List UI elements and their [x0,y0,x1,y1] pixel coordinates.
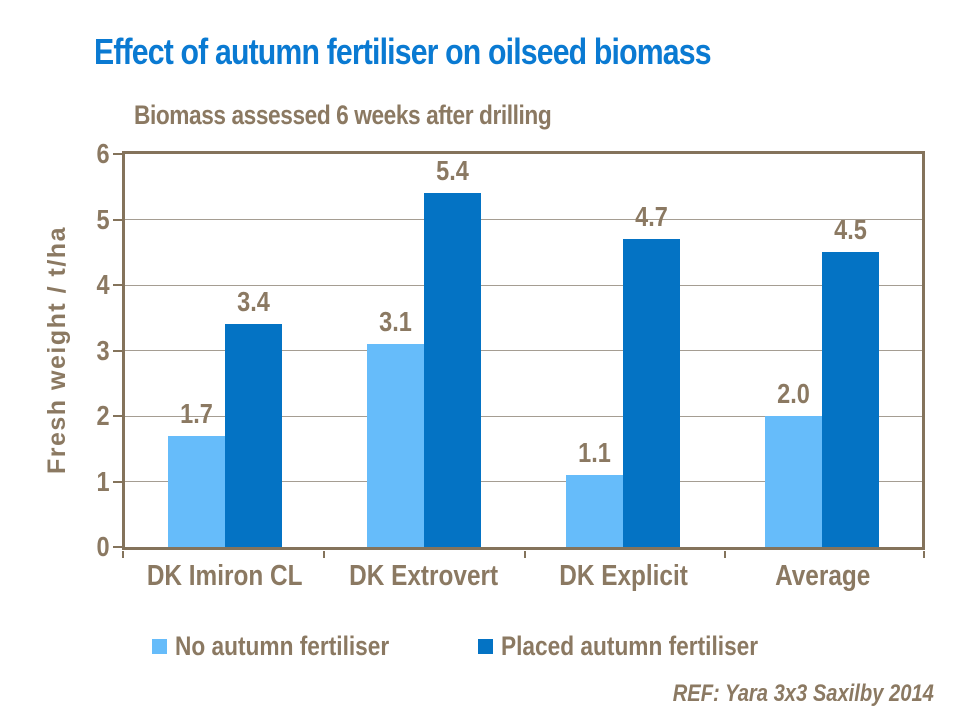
x-axis-tick [323,551,325,558]
bar-value-label: 4.5 [806,214,896,246]
y-axis-tick [113,284,122,286]
bar-value-label: 3.4 [208,286,298,318]
gridline [125,219,922,220]
bar-value-text: 4.7 [635,201,668,233]
y-tick-label-text: 0 [96,531,110,562]
bar-value-text: 3.1 [379,305,412,337]
bar-dark [822,252,880,547]
page-title: Effect of autumn fertiliser on oilseed b… [94,31,828,73]
bar-dark [224,324,282,547]
bar-value-text: 5.4 [436,155,469,187]
bar-value-text: 3.4 [236,286,270,318]
bar-value-label: 2.0 [749,378,839,410]
y-tick-label: 6 [40,138,110,170]
category-label: Average [702,559,942,593]
bar-value-label: 3.1 [350,306,440,338]
gridline [125,350,922,351]
legend: No autumn fertiliser Placed autumn ferti… [0,631,960,662]
y-tick-label: 2 [40,400,110,432]
ref-note: REF: Yara 3x3 Saxilby 2014 [623,680,934,708]
chart-subtitle-text: Biomass assessed 6 weeks after drilling [134,100,552,130]
bar-value-label: 5.4 [407,155,497,187]
y-tick-label: 3 [40,335,110,367]
y-axis-tick [113,349,122,352]
y-tick-label: 5 [40,204,110,236]
x-axis-tick [724,551,726,558]
plot-area: 1.7 3.4 3.1 5.4 1.1 4.7 2.0 4.5 [122,151,925,550]
category-label-text: DK Explicit [558,560,688,592]
category-label-text: DK Imiron CL [146,560,303,592]
bar-light [765,416,823,547]
category-label: DK Imiron CL [105,559,345,593]
bar-value-label: 1.7 [151,398,241,430]
bar-dark [423,193,481,547]
y-axis-tick [113,218,122,221]
y-tick-label-text: 3 [96,334,110,366]
y-tick-label-text: 6 [96,138,110,169]
chart-subtitle: Biomass assessed 6 weeks after drilling [134,100,631,131]
y-tick-label: 1 [40,466,110,498]
gridline [125,284,922,286]
y-tick-label: 4 [40,269,110,301]
y-tick-label: 0 [40,531,110,563]
y-tick-label-text: 2 [96,400,110,431]
category-label-text: DK Extrovert [349,560,499,592]
bar-value-text: 4.5 [834,214,868,246]
bar-value-text: 1.7 [179,397,213,429]
legend-label: No autumn fertiliser [175,631,390,661]
page-title-text: Effect of autumn fertiliser on oilseed b… [94,31,712,72]
y-tick-label-text: 5 [96,203,110,235]
legend-item-placed-autumn-fertiliser: Placed autumn fertiliser [478,631,807,662]
category-label: DK Explicit [503,559,743,593]
bar-light [167,435,225,547]
legend-swatch-dark-blue-icon [478,639,494,654]
bar-light [566,474,624,547]
y-axis-tick [113,480,122,483]
gridline [125,481,922,482]
legend-swatch-light-blue-icon [152,639,168,654]
bar-value-label: 1.1 [550,437,640,469]
legend-label: Placed autumn fertiliser [501,631,759,661]
y-tick-label-text: 4 [96,269,110,300]
bar-value-label: 4.7 [607,201,697,233]
y-axis-tick [113,546,122,548]
ref-note-text: REF: Yara 3x3 Saxilby 2014 [672,680,934,707]
y-axis-tick [113,415,122,417]
y-tick-label-text: 1 [96,465,110,497]
x-axis-tick [122,551,124,558]
x-axis-tick [923,551,925,558]
bar-dark [623,239,681,547]
y-axis-tick [113,153,122,155]
x-axis-tick [524,551,526,558]
category-label: DK Extrovert [304,559,544,593]
category-label-text: Average [774,560,870,592]
bar-value-text: 2.0 [777,378,811,409]
bar-light [366,343,424,547]
gridline [125,415,922,417]
legend-item-no-autumn-fertiliser: No autumn fertiliser [152,631,430,662]
bar-value-text: 1.1 [578,436,611,468]
